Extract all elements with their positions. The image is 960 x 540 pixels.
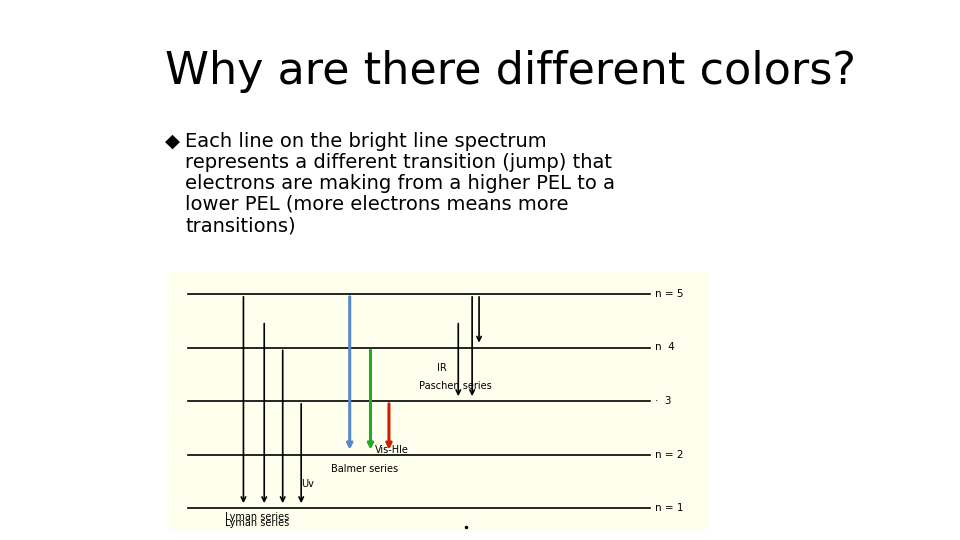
Text: Lyman series: Lyman series bbox=[225, 518, 289, 528]
Text: Vis-Hle: Vis-Hle bbox=[375, 445, 409, 455]
Bar bbox=[168, 272, 710, 530]
Text: n = 1: n = 1 bbox=[655, 503, 684, 513]
Text: electrons are making from a higher PEL to a: electrons are making from a higher PEL t… bbox=[185, 174, 615, 193]
Text: Why are there different colors?: Why are there different colors? bbox=[165, 50, 856, 93]
Text: IR: IR bbox=[438, 363, 447, 373]
Text: n  4: n 4 bbox=[655, 342, 675, 353]
Text: represents a different transition (jump) that: represents a different transition (jump)… bbox=[185, 153, 612, 172]
Text: ·  3: · 3 bbox=[655, 396, 671, 406]
Text: n = 5: n = 5 bbox=[655, 289, 684, 299]
Text: transitions): transitions) bbox=[185, 216, 296, 235]
Text: Each line on the bright line spectrum: Each line on the bright line spectrum bbox=[185, 132, 546, 151]
Text: lower PEL (more electrons means more: lower PEL (more electrons means more bbox=[185, 195, 568, 214]
Text: Paschen series: Paschen series bbox=[419, 381, 492, 391]
Text: Uv: Uv bbox=[301, 479, 314, 489]
Text: Balmer series: Balmer series bbox=[331, 464, 398, 475]
Text: Lyman series: Lyman series bbox=[225, 512, 289, 522]
Text: n = 2: n = 2 bbox=[655, 449, 684, 460]
Text: ◆: ◆ bbox=[165, 132, 180, 151]
